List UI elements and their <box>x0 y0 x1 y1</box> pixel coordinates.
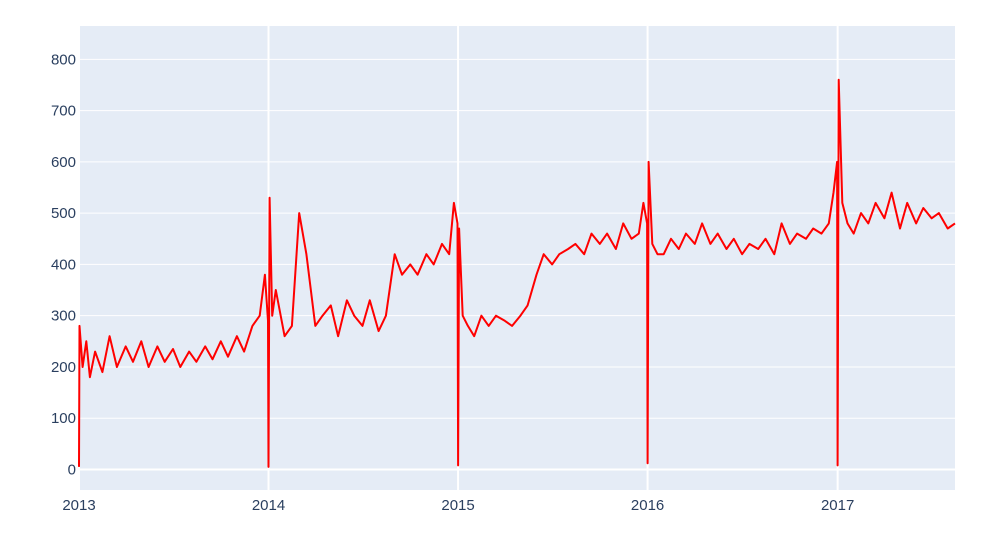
x-tick-label: 2016 <box>631 497 664 514</box>
y-tick-label: 400 <box>51 256 76 273</box>
y-tick-label: 0 <box>68 461 76 478</box>
x-tick-label: 2013 <box>62 497 95 514</box>
y-axis-ticks: 0 100 200 300 400 500 600 700 800 <box>51 51 76 478</box>
y-tick-label: 300 <box>51 308 76 325</box>
x-axis-ticks: 2013 2014 2015 2016 2017 <box>62 497 854 514</box>
y-tick-label: 100 <box>51 410 76 427</box>
y-tick-label: 200 <box>51 359 76 376</box>
y-tick-label: 700 <box>51 103 76 120</box>
y-tick-label: 800 <box>51 51 76 68</box>
plot-background <box>79 26 955 490</box>
x-tick-label: 2015 <box>441 497 474 514</box>
x-tick-label: 2017 <box>821 497 854 514</box>
y-tick-label: 600 <box>51 154 76 171</box>
x-tick-label: 2014 <box>252 497 285 514</box>
series-line-group <box>78 78 956 468</box>
y-tick-label: 500 <box>51 205 76 222</box>
